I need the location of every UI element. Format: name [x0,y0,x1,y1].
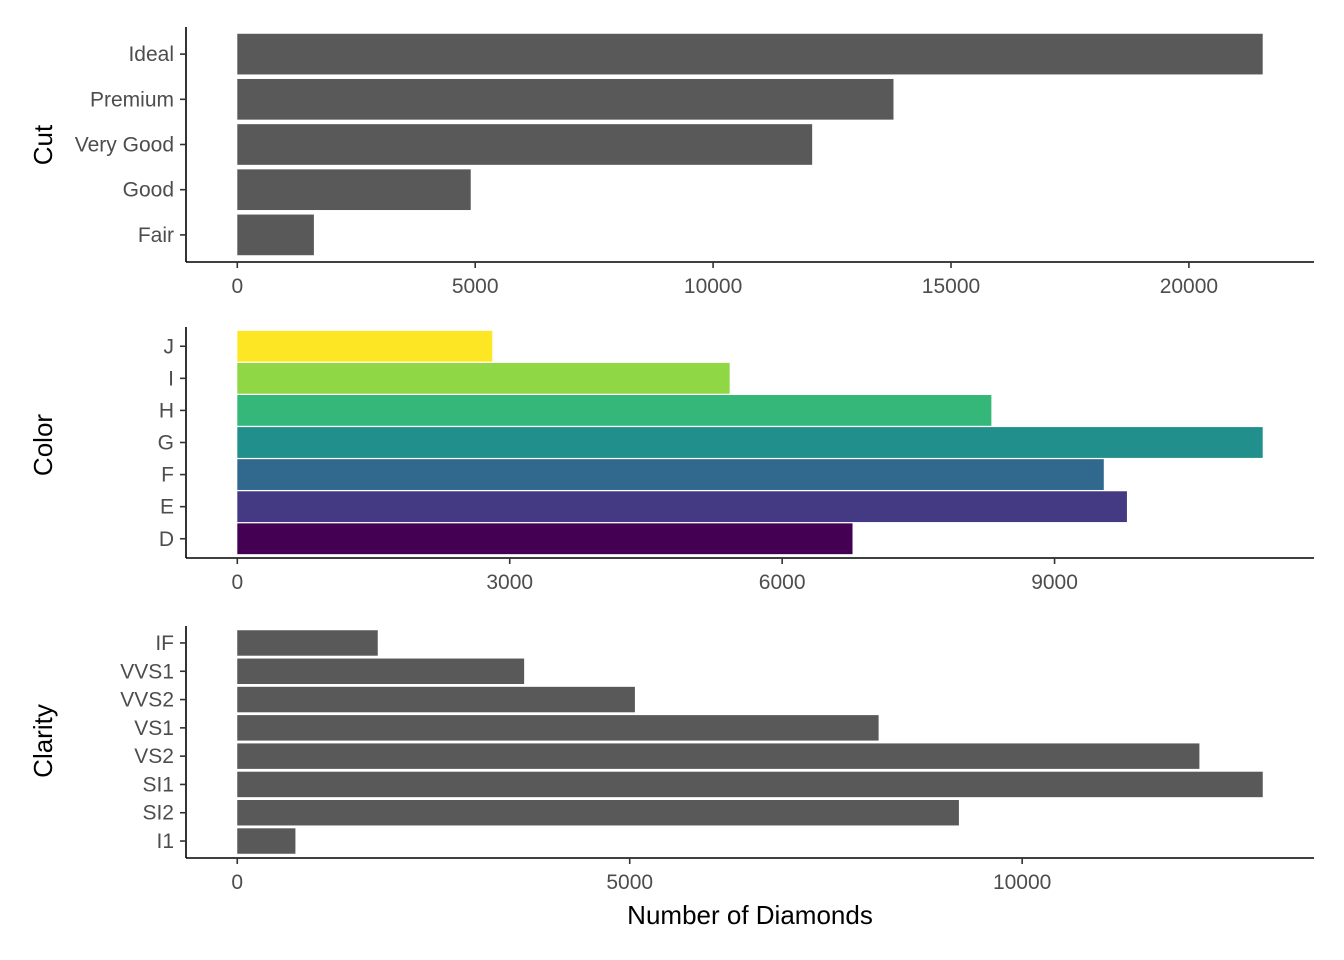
y-tick-label: Ideal [128,43,174,66]
y-tick-label: Fair [138,224,174,247]
x-axis-title: Number of Diamonds [627,900,873,930]
y-axis-title: Clarity [28,704,58,778]
bar-very-good [237,124,813,165]
x-tick-label: 6000 [759,571,806,594]
x-tick-label: 5000 [452,275,499,298]
cut-panel: Fair Good Very Good Premium Ideal 0 5000 10000 1… [28,27,1314,298]
x-tick-label: 20000 [1160,275,1218,298]
x-tick-label: 0 [231,871,243,894]
y-tick-label: SI2 [142,802,174,825]
y-tick-label: Premium [90,88,174,111]
x-tick-label: 5000 [606,871,653,894]
x-tick-label: 0 [231,275,243,298]
bar-vs1 [237,715,879,741]
y-tick-label: Very Good [75,134,174,157]
y-tick-label: F [161,464,174,487]
y-axis-title: Cut [28,124,58,165]
y-tick-label: H [159,399,174,422]
y-tick-label: VS1 [134,717,174,740]
y-tick-label: J [164,335,175,358]
y-tick-label: E [160,496,174,519]
bar-j [237,330,493,362]
y-tick-label: G [158,432,174,455]
bar-good [237,169,471,211]
bar-vvs1 [237,658,525,684]
bar-si2 [237,800,959,826]
y-tick-label: SI1 [142,773,174,796]
y-tick-label: D [159,528,174,551]
bar-d [237,523,853,555]
y-tick-label: VVS1 [120,660,174,683]
y-axis-title: Color [28,414,58,476]
bar-f [237,459,1104,490]
x-tick-label: 10000 [684,275,742,298]
bar-vs2 [237,743,1200,769]
x-tick-label: 9000 [1031,571,1078,594]
bar-i [237,362,730,394]
bar-premium [237,78,894,120]
y-tick-label: I1 [156,830,174,853]
y-tick-label: I [168,367,174,390]
bar-i1 [237,828,296,854]
y-tick-label: VS2 [134,745,174,768]
bar-g [237,427,1263,458]
x-tick-label: 15000 [922,275,980,298]
bar-h [237,395,992,426]
y-tick-label: IF [155,632,174,655]
bar-if [237,630,378,656]
x-tick-label: 0 [231,571,243,594]
bar-fair [237,214,314,256]
bar-ideal [237,33,1263,75]
y-tick-label: VVS2 [120,689,174,712]
bar-e [237,491,1127,523]
y-tick-label: Good [123,179,174,202]
bar-vvs2 [237,686,635,713]
x-tick-label: 10000 [993,871,1051,894]
x-tick-label: 3000 [486,571,533,594]
bar-si1 [237,771,1263,798]
clarity-panel: I1 SI2 SI1 VS2 VS1 VVS2 VVS1 IF 0 5000 10000 Clarit… [28,626,1314,894]
